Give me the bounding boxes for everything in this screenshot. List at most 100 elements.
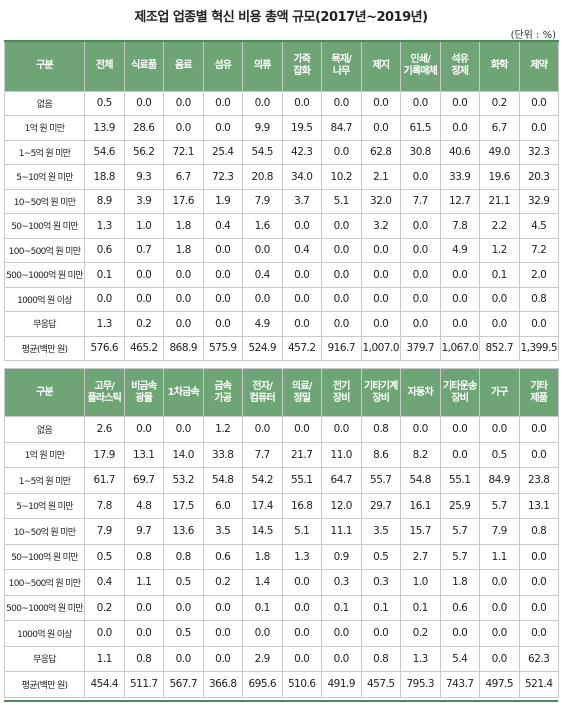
table-cell: 0.8 [163,543,204,570]
table-row: 10~50억 원 미만 8.9 3.9 17.6 1.9 7.9 3.7 5.1 32.0 7.7… [4,188,559,214]
table-cell: 0.4 [281,237,322,263]
table-cell: 0.0 [163,311,204,337]
table-cell: 9.7 [123,518,164,545]
table-cell: 0.0 [202,262,243,288]
table-cell: 0.0 [479,569,520,596]
table-cell: 0.5 [84,90,125,116]
table-cell: 0.0 [163,594,204,621]
column-header: 전기 장비 [321,368,362,417]
row-label: 평균(백만 원) [4,335,85,361]
table-cell: 3.2 [360,213,401,239]
table-cell: 0.0 [479,311,520,337]
table-cell: 0.0 [163,90,204,116]
column-header: 기타운송 장비 [439,368,480,417]
table-cell: 30.8 [400,139,441,165]
table-cell: 695.6 [242,671,283,698]
table-cell: 0.5 [360,543,401,570]
column-header: 의료/정밀 [281,368,322,417]
table-cell: 0.4 [84,569,125,596]
table-cell: 0.7 [123,237,164,263]
table-row: 500~1000억 원 미만 0.2 0.0 0.0 0.0 0.1 0.0 0.1 0.1 0.… [4,594,559,621]
table-cell: 0.0 [321,262,362,288]
table-cell: 0.8 [123,543,164,570]
table-cell: 0.3 [360,569,401,596]
table-cell: 0.1 [321,594,362,621]
table-cell: 5.1 [321,188,362,214]
table-cell: 25.9 [439,492,480,519]
table-cell: 0.5 [479,441,520,468]
table-cell: 11.0 [321,441,362,468]
row-label: 없음 [4,90,85,116]
row-label: 500~1000억 원 미만 [4,594,85,621]
table-cell: 54.8 [400,467,441,494]
table-cell: 14.5 [242,518,283,545]
table-cell: 0.0 [518,620,559,647]
table-cell: 0.0 [321,286,362,312]
table-cell: 576.6 [84,335,125,361]
table-cell: 0.0 [439,286,480,312]
table-cell: 8.9 [84,188,125,214]
header-category: 구분 [4,40,85,92]
column-header: 의류 [242,40,283,92]
table-cell: 1.1 [84,645,125,672]
table-cell: 33.9 [439,164,480,190]
table-cell: 0.0 [518,543,559,570]
table-cell: 0.0 [123,620,164,647]
table-cell: 0.0 [242,286,283,312]
table-cell: 2.0 [518,262,559,288]
row-label: 1억 원 미만 [4,115,85,141]
table-cell: 0.2 [202,569,243,596]
table-cell: 0.0 [400,286,441,312]
table-cell: 852.7 [479,335,520,361]
table-cell: 567.7 [163,671,204,698]
table-cell: 62.3 [518,645,559,672]
table-cell: 11.1 [321,518,362,545]
table-cell: 0.0 [123,416,164,443]
table-cell: 32.0 [360,188,401,214]
table-cell: 0.0 [479,620,520,647]
table-cell: 5.1 [281,518,322,545]
row-label: 없음 [4,416,85,443]
column-header: 제지 [360,40,401,92]
table-cell: 7.8 [439,213,480,239]
table-cell: 0.0 [123,286,164,312]
table-cell: 1.2 [202,416,243,443]
table-cell: 0.0 [123,262,164,288]
table-cell: 1,007.0 [360,335,401,361]
table-cell: 12.7 [439,188,480,214]
table-cell: 54.8 [202,467,243,494]
table-cell: 0.1 [242,594,283,621]
table-cell: 84.7 [321,115,362,141]
row-label: 1000억 원 이상 [4,620,85,647]
table-cell: 0.0 [321,645,362,672]
table-cell: 0.0 [360,286,401,312]
table-cell: 0.0 [281,645,322,672]
table-cell: 0.0 [281,286,322,312]
column-header: 가구 [479,368,520,417]
table-cell: 12.0 [321,492,362,519]
table-cell: 6.0 [202,492,243,519]
unit-label: (단위 : %) [510,30,556,41]
table-cell: 0.0 [202,620,243,647]
table-cell: 0.0 [518,416,559,443]
table-cell: 0.0 [321,90,362,116]
table-cell: 1.4 [242,569,283,596]
table-cell: 5.7 [439,543,480,570]
table-cell: 0.2 [479,90,520,116]
table-cell: 497.5 [479,671,520,698]
table-cell: 1,067.0 [439,335,480,361]
table-cell: 19.6 [479,164,520,190]
table-cell: 56.2 [123,139,164,165]
table-cell: 0.0 [400,213,441,239]
table-cell: 4.9 [439,237,480,263]
row-label: 5~10억 원 미만 [4,492,85,519]
table-cell: 0.0 [281,594,322,621]
column-header: 식료품 [123,40,164,92]
table-cell: 0.0 [321,139,362,165]
table-cell: 0.0 [281,620,322,647]
table-cell: 0.1 [84,262,125,288]
table-row: 5~10억 원 미만 18.8 9.3 6.7 72.3 20.8 34.0 10.2 2.1 0… [4,164,559,190]
table-cell: 0.0 [321,213,362,239]
table-cell: 1.1 [123,569,164,596]
table-cell: 8.6 [360,441,401,468]
